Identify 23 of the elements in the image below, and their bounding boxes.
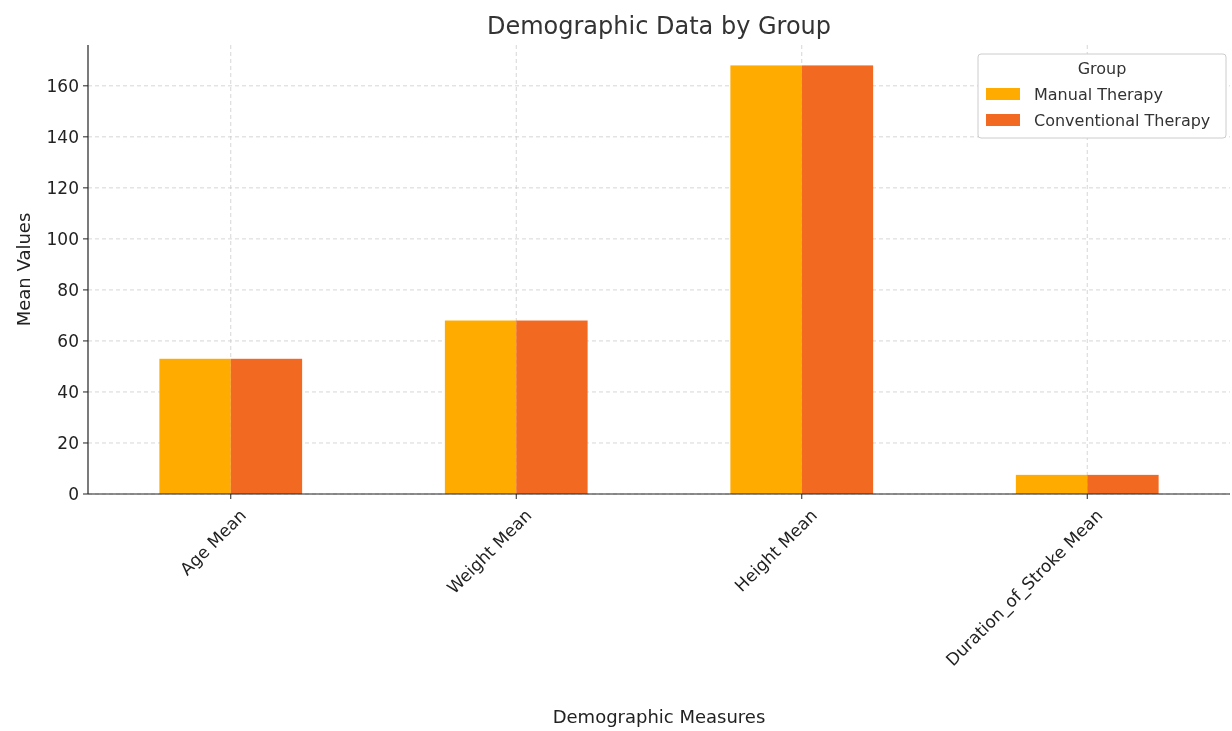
y-tick-label: 100 [46, 228, 79, 249]
bar [730, 65, 802, 494]
y-tick-label: 120 [46, 177, 79, 198]
bar [1087, 474, 1159, 494]
legend-label: Conventional Therapy [1034, 110, 1211, 130]
bar [444, 320, 517, 494]
bar [801, 65, 874, 494]
legend-label: Manual Therapy [1034, 84, 1163, 104]
bar [1015, 474, 1088, 494]
y-tick-label: 140 [46, 126, 79, 147]
chart-title: Demographic Data by Group [486, 12, 832, 40]
bar [516, 320, 588, 494]
legend-title: Group [1077, 59, 1127, 78]
y-tick-label: 20 [57, 432, 79, 453]
y-tick-label: 0 [68, 483, 79, 504]
y-tick-label: 80 [57, 279, 79, 300]
bar [159, 358, 231, 494]
x-axis-title: Demographic Measures [552, 706, 766, 727]
y-tick-label: 160 [46, 75, 79, 96]
y-axis-title: Mean Values [13, 212, 34, 327]
y-tick-label: 40 [57, 381, 79, 402]
y-tick-label: 60 [57, 330, 79, 351]
bar [230, 358, 303, 494]
